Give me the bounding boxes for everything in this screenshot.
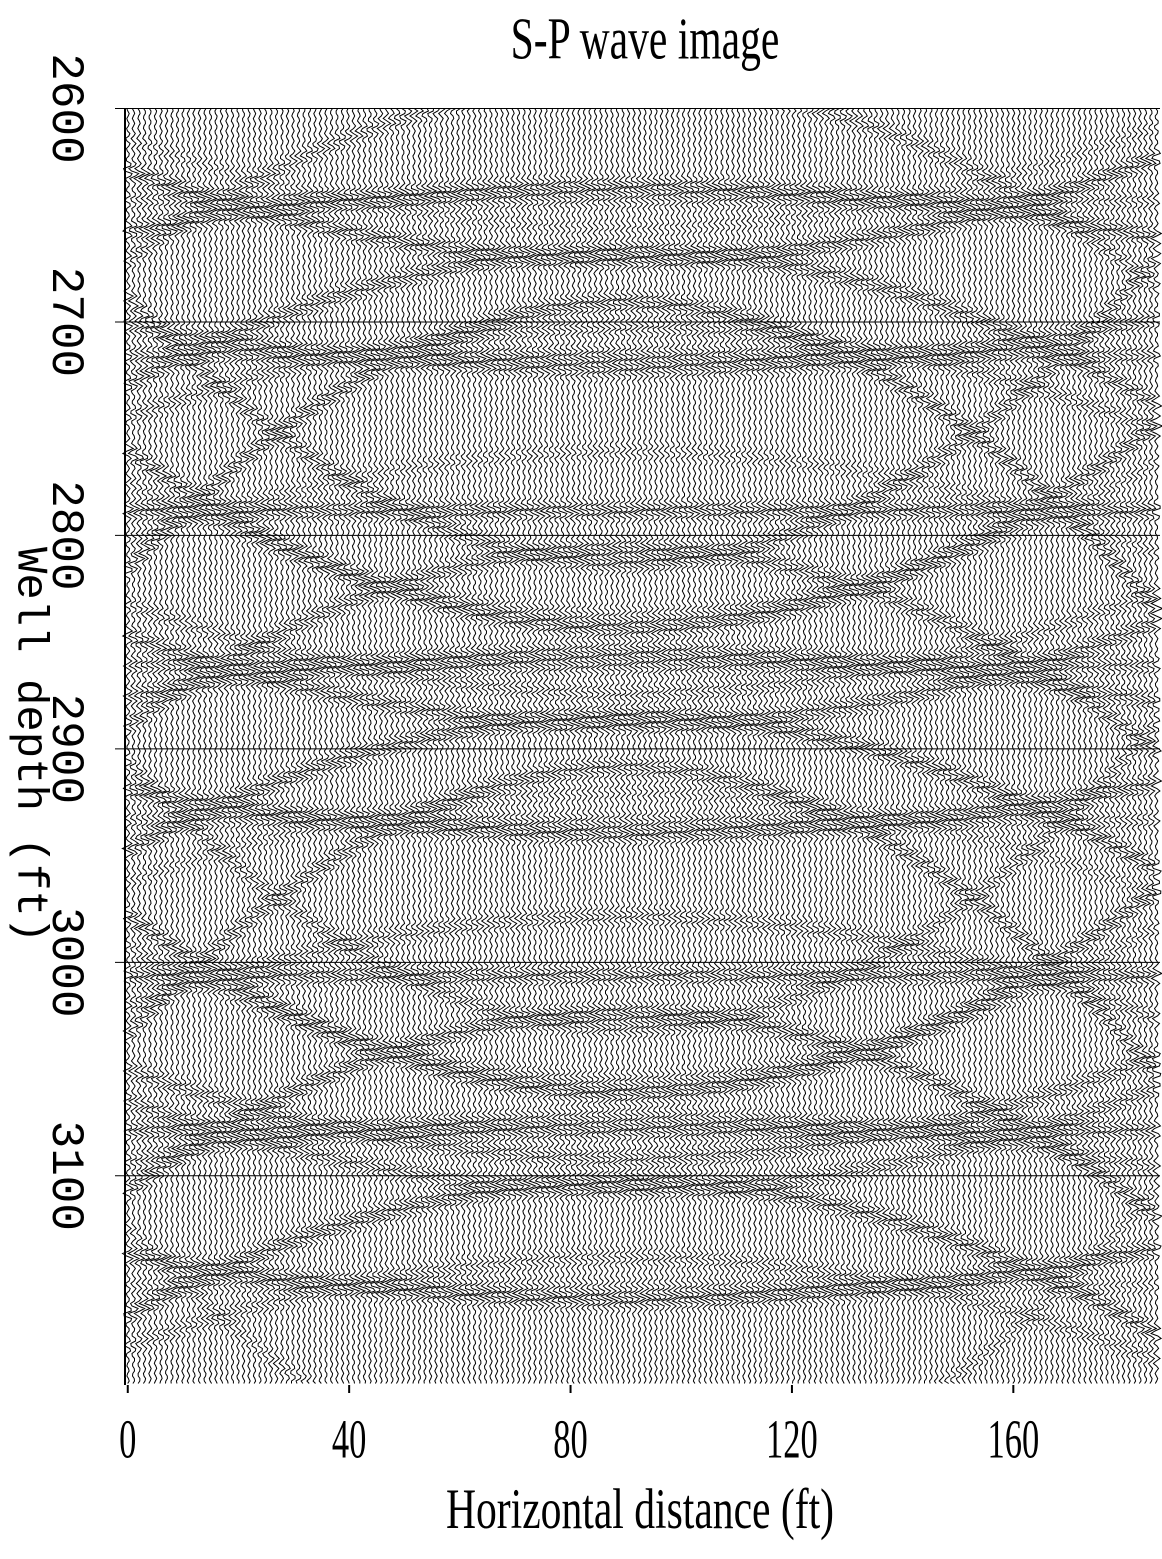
trace <box>161 109 173 1384</box>
trace <box>419 109 431 1384</box>
x-axis-label: Horizontal distance (ft) <box>446 1477 834 1541</box>
y-tick-label: 2600 <box>39 53 91 163</box>
trace <box>1035 109 1047 1384</box>
x-tick-label: 120 <box>766 1408 818 1469</box>
trace <box>172 109 184 1384</box>
trace <box>287 109 299 1384</box>
trace <box>282 109 294 1384</box>
y-tick-label: 2700 <box>39 267 91 377</box>
trace <box>870 109 882 1384</box>
trace <box>1046 109 1058 1384</box>
trace <box>667 109 679 1384</box>
trace <box>1052 109 1064 1384</box>
trace <box>1057 109 1069 1384</box>
trace <box>788 109 800 1384</box>
trace <box>397 109 409 1384</box>
trace <box>155 109 167 1384</box>
x-tick-label: 0 <box>119 1408 136 1469</box>
chart: S-P wave image Horizontal distance (ft) … <box>0 0 1162 1559</box>
trace <box>925 109 937 1384</box>
trace <box>298 109 310 1384</box>
x-tick-label: 80 <box>553 1408 587 1469</box>
trace <box>980 109 992 1384</box>
trace <box>293 109 305 1384</box>
trace <box>177 109 189 1384</box>
trace <box>1041 109 1053 1384</box>
y-tick-label: 2800 <box>39 480 91 590</box>
trace <box>1101 109 1113 1384</box>
y-tick-label: 2900 <box>39 694 91 804</box>
trace <box>238 109 250 1384</box>
x-tick-label: 40 <box>332 1408 366 1469</box>
wiggle-traces <box>122 109 1162 1384</box>
x-tick-label: 160 <box>987 1408 1039 1469</box>
y-tick-label: 3000 <box>39 907 91 1017</box>
trace <box>1063 109 1075 1384</box>
y-tick-label: 3100 <box>39 1121 91 1231</box>
trace <box>364 109 376 1384</box>
trace <box>166 109 178 1384</box>
trace <box>414 109 426 1384</box>
trace <box>183 109 195 1384</box>
trace <box>227 109 239 1384</box>
trace <box>672 109 684 1384</box>
trace <box>1030 109 1042 1384</box>
trace <box>546 109 558 1384</box>
trace <box>986 109 998 1384</box>
trace <box>232 109 244 1384</box>
trace <box>150 109 162 1384</box>
trace <box>1124 109 1135 1384</box>
trace <box>793 109 805 1384</box>
trace <box>854 109 866 1384</box>
trace <box>991 109 1003 1384</box>
trace <box>540 109 552 1384</box>
trace <box>738 109 750 1384</box>
chart-title: S-P wave image <box>511 6 780 72</box>
trace <box>848 109 860 1384</box>
trace <box>1151 109 1162 1384</box>
